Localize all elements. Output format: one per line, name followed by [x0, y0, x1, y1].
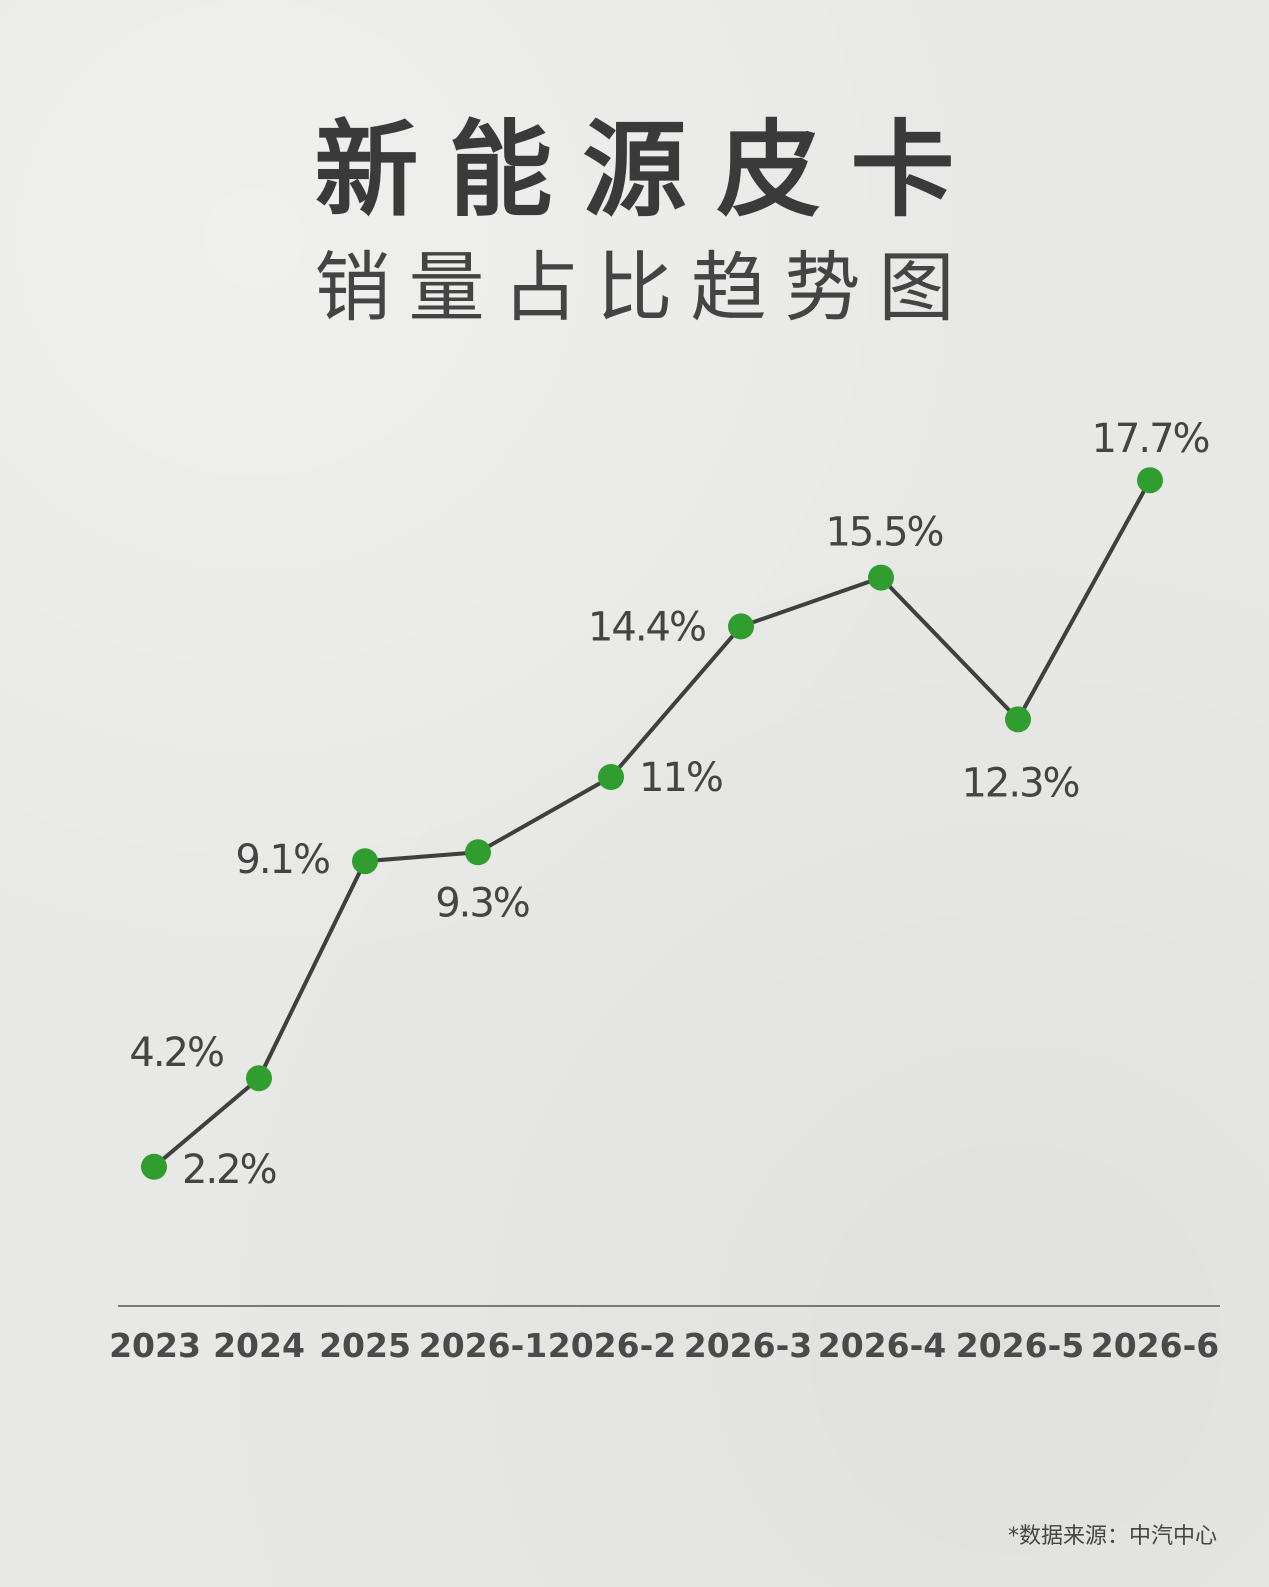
data-label-2024: 4.2% — [129, 1030, 223, 1076]
chart-title: 新能源皮卡 — [314, 109, 985, 231]
data-point-2026-4 — [868, 564, 894, 591]
chart-subtitle: 销量占比趋势图 — [314, 243, 973, 332]
data-label-2026-5: 12.3% — [961, 760, 1078, 806]
data-point-2026-1 — [465, 839, 491, 866]
data-points — [141, 467, 1163, 1180]
data-point-2026-6 — [1137, 467, 1163, 494]
x-tick-label-2026-5: 2026-5 — [956, 1326, 1085, 1365]
data-point-2024 — [246, 1065, 272, 1092]
data-point-2025 — [352, 848, 378, 875]
data-point-2023 — [141, 1153, 167, 1180]
series-line-group — [152, 478, 1152, 1169]
data-label-2026-4: 15.5% — [825, 510, 942, 556]
data-labels: 2.2% 4.2% 9.1% 9.3% 11% 14.4% 15.5% 12.3% 17.7% — [129, 416, 1210, 1193]
data-label-2025: 9.1% — [235, 837, 329, 883]
x-tick-label-2026-3: 2026-3 — [684, 1326, 813, 1365]
data-point-2026-2 — [598, 764, 624, 790]
x-tick-label-2026-2: 2026-2 — [548, 1326, 677, 1365]
data-source-note: *数据来源：中汽中心 — [1007, 1524, 1217, 1549]
x-tick-label-2026-4: 2026-4 — [818, 1326, 947, 1365]
data-label-2026-1: 9.3% — [435, 880, 529, 926]
data-point-2026-3 — [728, 613, 754, 640]
series-line — [152, 478, 1152, 1169]
x-tick-label-2025: 2025 — [319, 1326, 411, 1365]
x-tick-label-2023: 2023 — [109, 1326, 201, 1365]
data-label-2026-3: 14.4% — [588, 604, 705, 650]
data-label-2026-6: 17.7% — [1091, 416, 1208, 462]
x-tick-label-2024: 2024 — [213, 1326, 305, 1365]
x-tick-labels: 2023 2024 2025 2026-1 2026-2 2026-3 2026-4 2026… — [109, 1326, 1219, 1365]
data-point-2026-5 — [1005, 706, 1031, 733]
x-tick-label-2026-1: 2026-1 — [419, 1326, 548, 1365]
data-label-2023: 2.2% — [182, 1147, 276, 1193]
data-label-2026-2: 11% — [639, 755, 722, 801]
x-tick-label-2026-6: 2026-6 — [1091, 1326, 1220, 1365]
